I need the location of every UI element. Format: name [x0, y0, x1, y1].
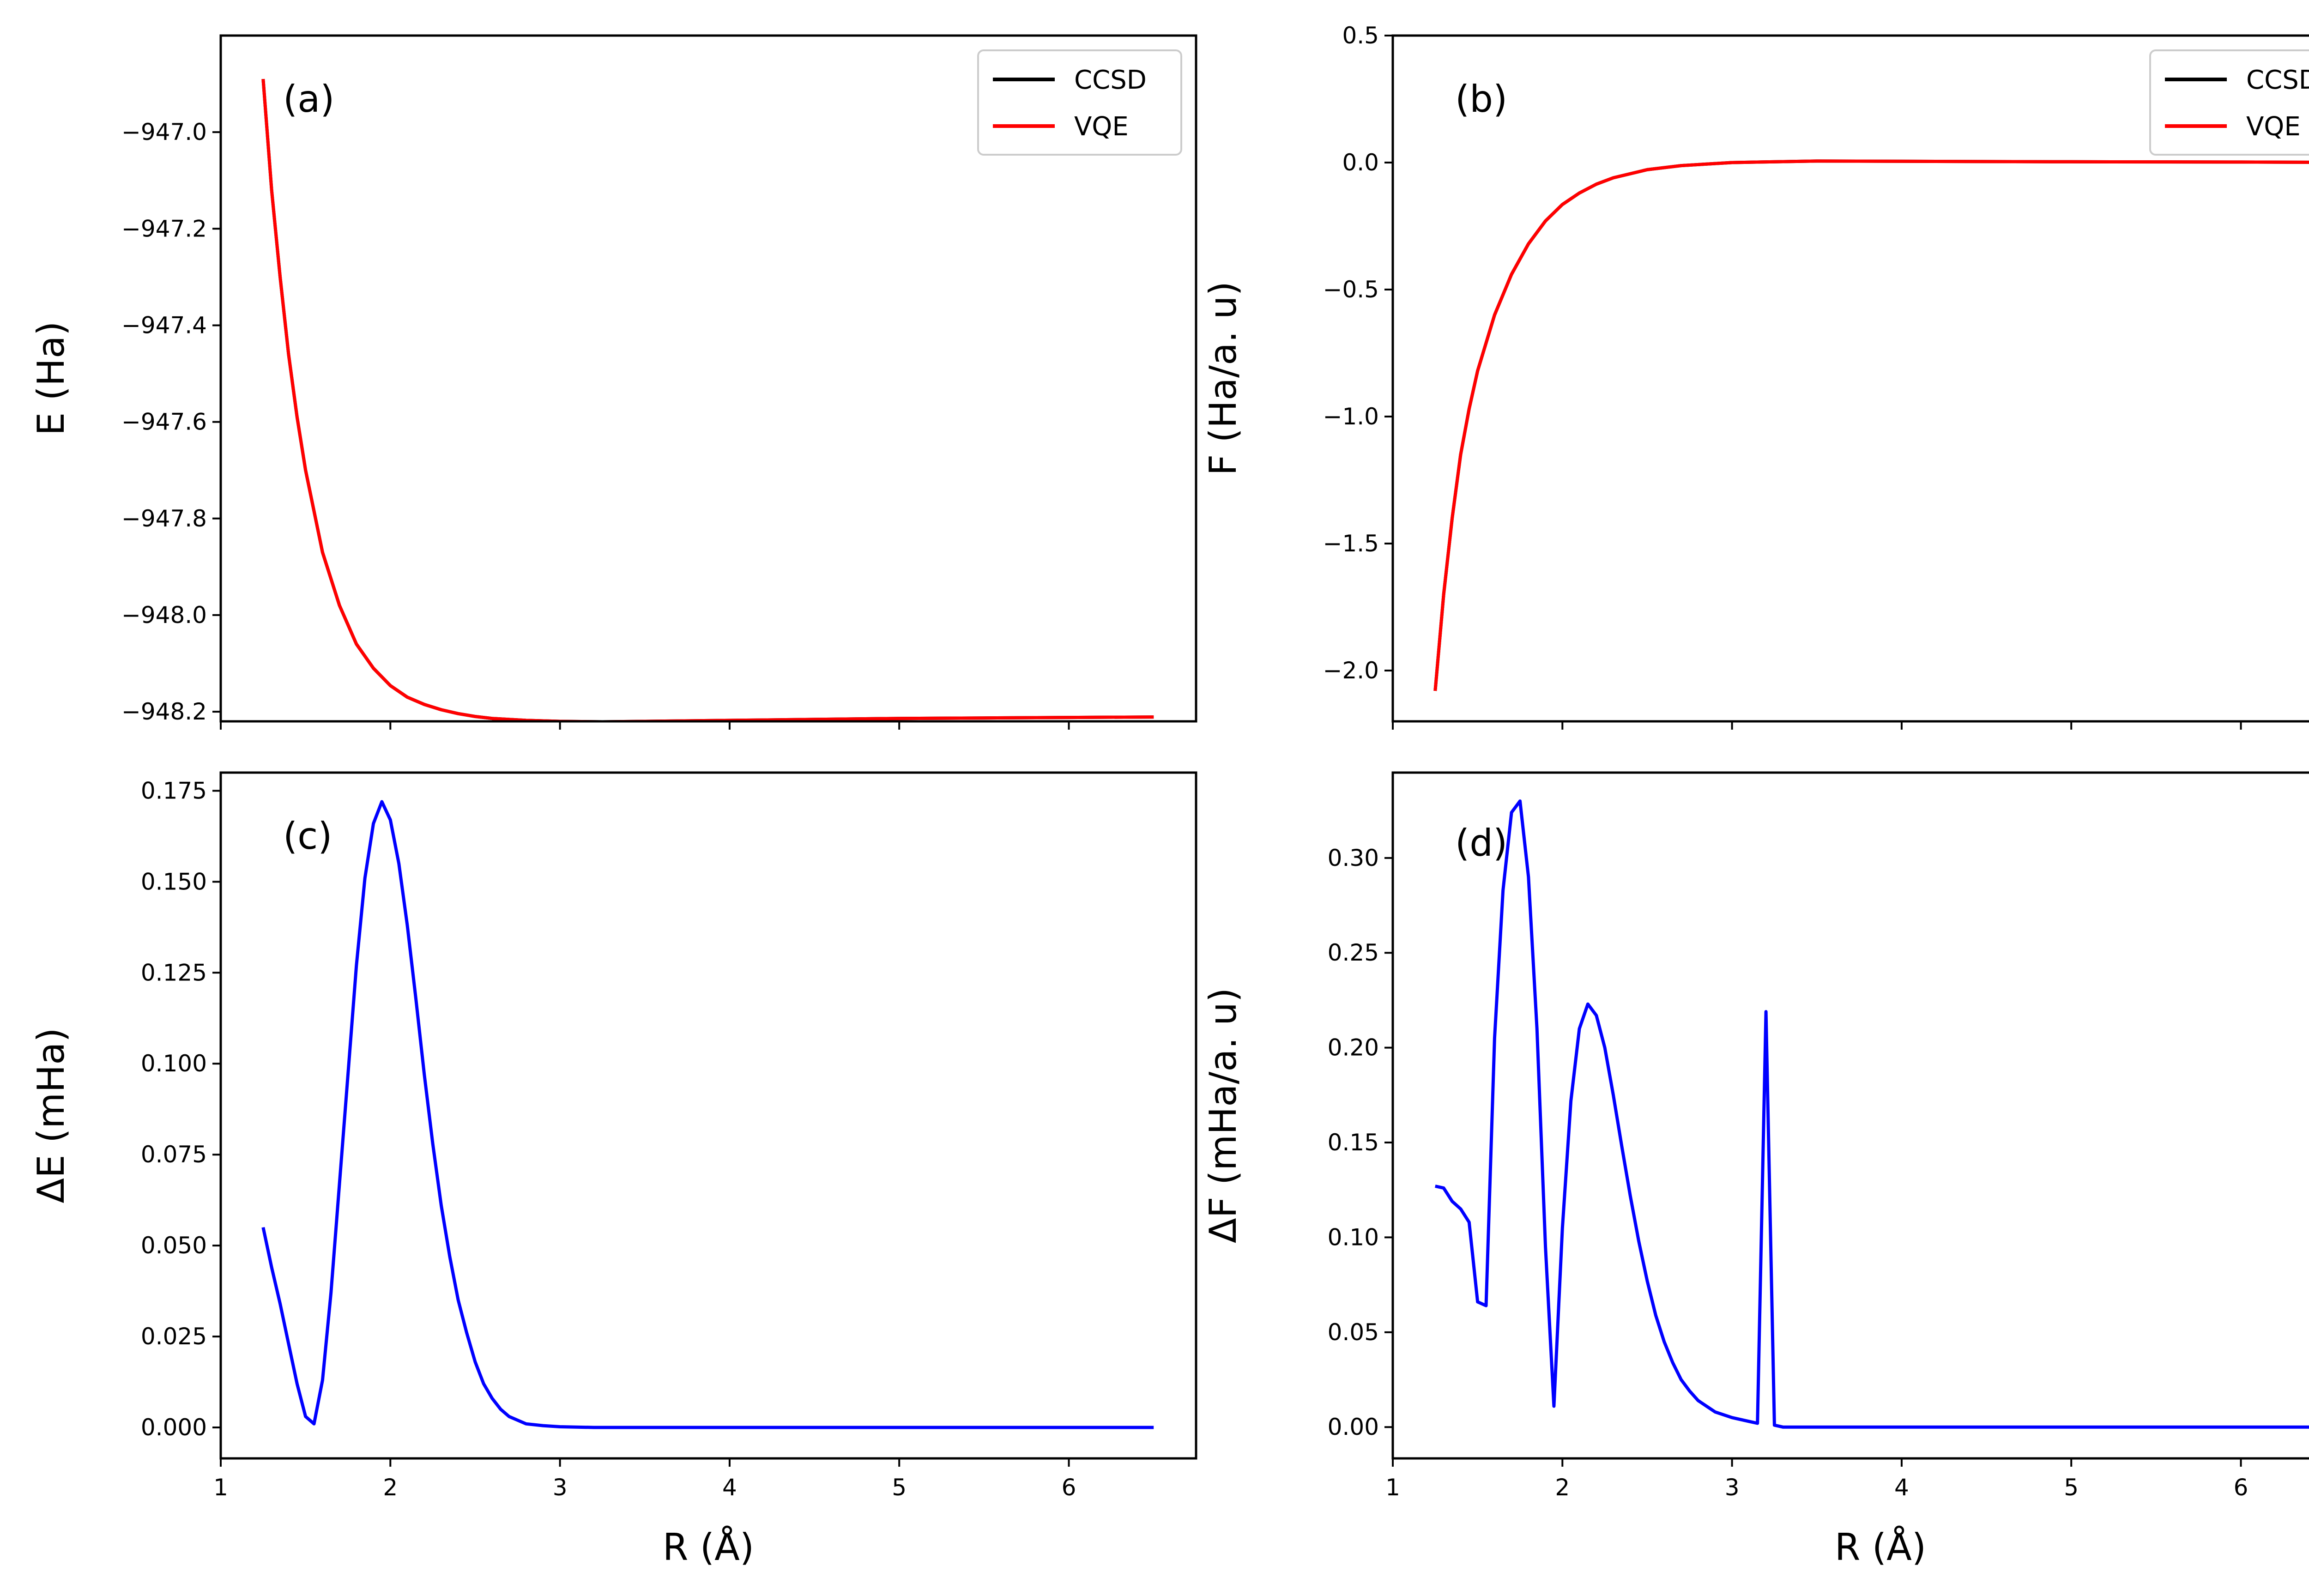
x-tick-label-d-4: 4	[1894, 1474, 1909, 1501]
panel-label-d: (d)	[1455, 822, 1507, 864]
y-tick-label-c-1: 0.150	[141, 868, 207, 895]
x-tick-label-c-3: 3	[553, 1474, 568, 1501]
panel-c: 1 2 3 4 5 6 0.175 0.150 0.125 0.100 0.075 0.050 0.02…	[30, 771, 1197, 1569]
ticks-a: −947.0 −947.2 −947.4 −947.6 −947.8 −948.0 −948…	[121, 119, 1070, 730]
y-tick-label-c-0: 0.175	[141, 777, 207, 804]
panel-b: 0.5 0.0 −0.5 −1.0 −1.5 −2.0 (b) F (Ha/a. u) C…	[1202, 22, 2309, 730]
axes-frame-d	[1391, 771, 2309, 1460]
series-line-ccsd-a	[261, 79, 1154, 721]
y-tick-label-d-3: 0.15	[1328, 1129, 1379, 1156]
panel-label-a: (a)	[283, 78, 334, 121]
series-line-ccsd-b	[1433, 159, 2309, 691]
x-tick-label-c-5: 5	[892, 1474, 907, 1501]
legend-b: CCSD VQE	[2149, 49, 2309, 156]
y-tick-label-a-0: −947.0	[121, 119, 207, 145]
y-axis-label-a: E (Ha)	[30, 321, 73, 436]
y-tick-label-b-4: −1.5	[1323, 530, 1379, 557]
legend-a: CCSD VQE	[977, 49, 1182, 156]
panel-d: 1 2 3 4 5 6 0.30 0.25 0.20 0.15 0.10 0.05 0.00 (d) Δ…	[1202, 771, 2309, 1569]
y-tick-label-d-5: 0.05	[1328, 1319, 1379, 1346]
y-axis-label-c: ΔE (mHa)	[30, 1028, 73, 1203]
y-tick-label-a-6: −948.2	[121, 698, 207, 725]
y-tick-label-d-0: 0.30	[1328, 845, 1379, 871]
panel-a: −947.0 −947.2 −947.4 −947.6 −947.8 −948.0 −948…	[30, 34, 1197, 730]
y-tick-label-a-1: −947.2	[121, 215, 207, 242]
x-tick-label-c-2: 2	[383, 1474, 398, 1501]
axes-frame-a	[219, 34, 1197, 723]
plot-area-c	[261, 800, 1154, 1429]
y-axis-label-d: ΔF (mHa/a. u)	[1202, 988, 1245, 1243]
y-tick-label-c-3: 0.100	[141, 1050, 207, 1077]
series-line-vqe-b	[1433, 159, 2309, 691]
x-tick-label-d-5: 5	[2064, 1474, 2079, 1501]
y-tick-label-b-1: 0.0	[1342, 149, 1379, 176]
axes-frame-c	[219, 771, 1197, 1460]
y-tick-label-a-4: −947.8	[121, 505, 207, 532]
ticks-b: 0.5 0.0 −0.5 −1.0 −1.5 −2.0	[1323, 22, 2242, 730]
y-tick-label-a-3: −947.6	[121, 409, 207, 435]
x-axis-label-c: R (Å)	[663, 1525, 754, 1569]
y-tick-label-d-6: 0.00	[1328, 1414, 1379, 1440]
y-tick-label-a-5: −948.0	[121, 602, 207, 629]
y-tick-label-c-2: 0.125	[141, 959, 207, 986]
y-tick-label-a-2: −947.4	[121, 312, 207, 339]
ticks-c: 1 2 3 4 5 6 0.175 0.150 0.125 0.100 0.075 0.050 0.02…	[141, 777, 1076, 1501]
y-tick-label-c-7: 0.000	[141, 1414, 207, 1441]
x-tick-label-d-1: 1	[1385, 1474, 1400, 1501]
legend-label-vqe-b: VQE	[2246, 112, 2301, 142]
y-tick-label-c-6: 0.025	[141, 1323, 207, 1350]
plot-area-b	[1433, 159, 2309, 691]
x-tick-label-d-3: 3	[1725, 1474, 1740, 1501]
y-tick-label-b-2: −0.5	[1323, 276, 1379, 303]
y-tick-label-b-0: 0.5	[1342, 22, 1379, 49]
y-axis-label-b: F (Ha/a. u)	[1202, 281, 1245, 476]
x-tick-label-c-4: 4	[722, 1474, 737, 1501]
legend-label-ccsd-b: CCSD	[2246, 65, 2309, 95]
ticks-d: 1 2 3 4 5 6 0.30 0.25 0.20 0.15 0.10 0.05 0.00	[1328, 845, 2249, 1501]
panel-label-c: (c)	[283, 815, 332, 858]
x-tick-label-d-6: 6	[2234, 1474, 2249, 1501]
x-tick-label-d-2: 2	[1555, 1474, 1570, 1501]
axes-frame-b	[1391, 34, 2309, 723]
series-line-vqe-a	[261, 79, 1154, 721]
legend-label-ccsd-a: CCSD	[1074, 65, 1147, 95]
y-tick-label-d-4: 0.10	[1328, 1224, 1379, 1251]
x-tick-label-c-6: 6	[1062, 1474, 1076, 1501]
y-tick-label-c-5: 0.050	[141, 1232, 207, 1259]
series-line-delta-d	[1435, 799, 2309, 1429]
plot-area-d	[1435, 799, 2309, 1429]
legend-box-b	[2149, 49, 2309, 156]
y-tick-label-b-5: −2.0	[1323, 657, 1379, 684]
y-tick-label-d-2: 0.20	[1328, 1034, 1379, 1061]
legend-label-vqe-a: VQE	[1074, 112, 1129, 142]
series-line-delta-c	[261, 800, 1154, 1429]
x-tick-label-c-1: 1	[213, 1474, 228, 1501]
y-tick-label-d-1: 0.25	[1328, 939, 1379, 966]
x-axis-label-d: R (Å)	[1835, 1525, 1926, 1569]
legend-box-a	[977, 49, 1182, 156]
panel-label-b: (b)	[1455, 78, 1507, 121]
plot-area-a	[261, 79, 1154, 721]
y-tick-label-b-3: −1.0	[1323, 403, 1379, 430]
y-tick-label-c-4: 0.075	[141, 1141, 207, 1168]
